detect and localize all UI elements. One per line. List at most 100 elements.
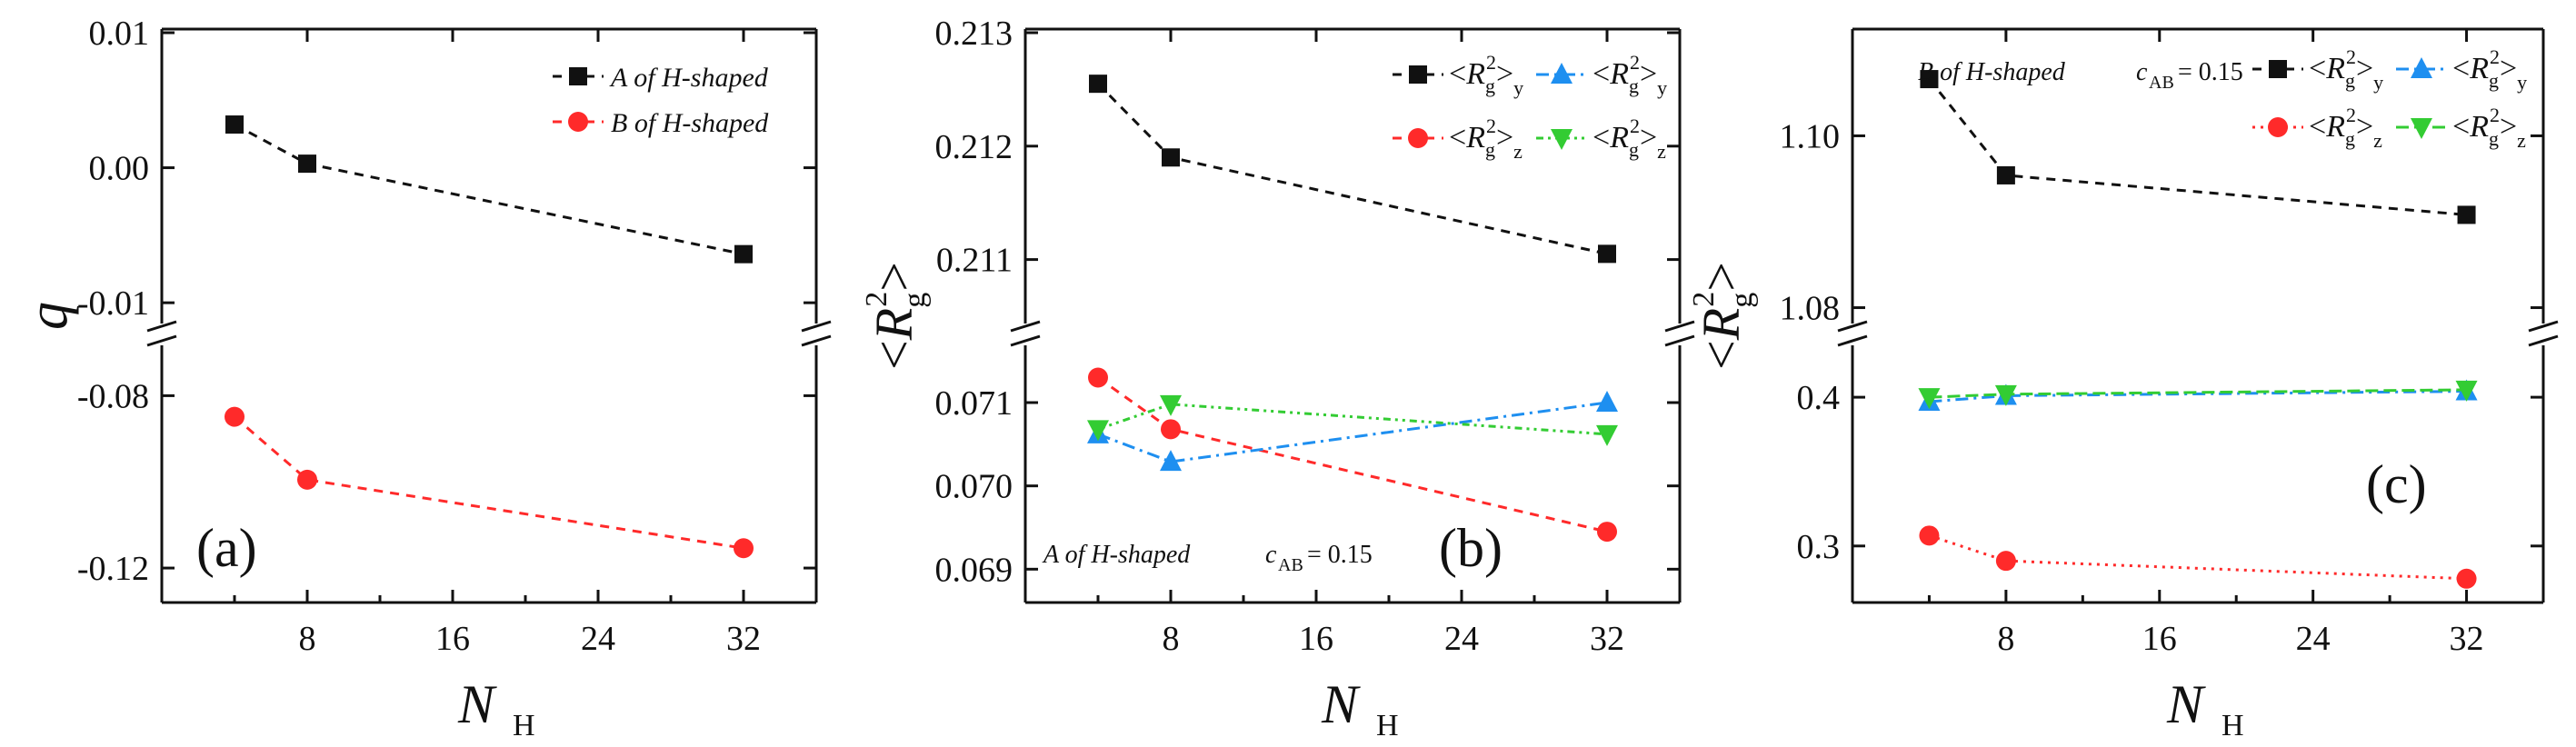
y-tick-label: 0.213 bbox=[935, 15, 1013, 53]
x-tick-label: 8 bbox=[299, 620, 316, 658]
data-point-3 bbox=[1919, 525, 1940, 546]
data-point-2 bbox=[297, 469, 317, 490]
axis-break-mark bbox=[1837, 320, 1868, 333]
axis-break-mark bbox=[1664, 334, 1695, 347]
y-tick-label: 0.212 bbox=[935, 128, 1013, 166]
y-tick-label: -0.12 bbox=[77, 550, 149, 588]
data-point-3 bbox=[1160, 450, 1182, 472]
axis-break-mark bbox=[801, 320, 832, 333]
legend-item-1-marker bbox=[569, 67, 587, 85]
data-point-4 bbox=[2455, 380, 2478, 402]
data-point-1 bbox=[1996, 165, 2015, 184]
y-tick-label: -0.01 bbox=[77, 284, 149, 323]
series-line-1 bbox=[234, 123, 744, 256]
x-tick-label: 24 bbox=[2296, 620, 2331, 658]
legend-item-2-marker bbox=[1551, 63, 1573, 84]
x-tick-label: 32 bbox=[726, 620, 761, 658]
legend-item-1-marker bbox=[1409, 65, 1427, 84]
x-axis-label: N bbox=[2166, 674, 2206, 734]
axis-break-mark bbox=[2528, 320, 2559, 333]
axis-break-mark bbox=[2528, 334, 2559, 347]
annotation-label: B of H-shaped bbox=[1918, 58, 2066, 86]
annotation-param-sub: AB bbox=[1278, 555, 1303, 575]
legend-item-2-marker bbox=[2411, 57, 2432, 78]
axis-break-mark bbox=[146, 334, 177, 347]
axis-break-mark bbox=[146, 320, 177, 333]
data-point-2 bbox=[1088, 367, 1108, 388]
series-line-3 bbox=[1097, 401, 1608, 463]
data-point-1 bbox=[734, 244, 753, 264]
chart-panel-3: 8 16 24 32 1.10 1.08 0.4 0.3 N H <Rg2> (c) bbox=[1687, 27, 2559, 742]
legend-item-3-marker bbox=[2268, 117, 2288, 137]
axis-break-mark bbox=[1010, 334, 1041, 347]
axis-break-mark bbox=[1837, 334, 1868, 347]
x-axis-label: N bbox=[457, 674, 497, 734]
y-tick-label: 0.069 bbox=[935, 551, 1013, 589]
series-line-3 bbox=[1928, 533, 2467, 581]
x-tick-label: 16 bbox=[435, 620, 470, 658]
data-point-1 bbox=[1920, 70, 1939, 89]
y-tick-label: 1.10 bbox=[1780, 117, 1841, 155]
annotation-value: = 0.15 bbox=[1307, 541, 1373, 569]
data-point-2 bbox=[1161, 419, 1181, 440]
data-point-3 bbox=[1995, 551, 2016, 572]
x-tick-label: 8 bbox=[1997, 620, 2014, 658]
y-tick-label: 0.211 bbox=[936, 242, 1013, 280]
legend-b: <Rg2>y <Rg2>y <Rg2>z <Rg2>z A of H-shaped c AB… bbox=[1042, 51, 1667, 575]
y-tick-label: 1.08 bbox=[1780, 290, 1841, 328]
annotation-value: = 0.15 bbox=[2178, 58, 2243, 86]
chart-panel-1: 8 16 24 32 0.01 0.00 -0.01 -0.08 -0.12 N Hq (a) bbox=[17, 15, 832, 742]
data-point-3 bbox=[1596, 391, 1618, 412]
chart-panel-2: 8 16 24 32 0.213 0.212 0.211 0.071 0.070 0.069 N H <… bbox=[860, 15, 1695, 742]
data-point-4 bbox=[1160, 394, 1182, 416]
data-point-4 bbox=[1596, 424, 1618, 446]
legend-label: <Rg2>z bbox=[1593, 115, 1666, 163]
legend-item-4-marker bbox=[1551, 129, 1573, 150]
annotation-param: c bbox=[2136, 58, 2148, 86]
y-tick-label: 0.070 bbox=[935, 468, 1013, 506]
x-axis-label-sub: H bbox=[513, 709, 535, 742]
data-point-4 bbox=[1994, 384, 2017, 406]
x-tick-label: 32 bbox=[2450, 620, 2484, 658]
x-tick-label: 24 bbox=[581, 620, 615, 658]
y-tick-label: 0.4 bbox=[1797, 379, 1841, 417]
legend-label: <Rg2>y bbox=[2309, 45, 2383, 94]
legend-c: B of H-shaped c AB = 0.15 <Rg2>y <Rg2>y <Rg2>… bbox=[1918, 45, 2527, 152]
panel-label: (a) bbox=[196, 518, 257, 578]
legend-label: <Rg2>y bbox=[2452, 45, 2527, 94]
panel-label: (c) bbox=[2366, 454, 2427, 514]
legend-item-4-marker bbox=[2411, 118, 2432, 139]
y-tick-label: 0.00 bbox=[89, 150, 150, 188]
legend-label: <Rg2>y bbox=[1449, 51, 1523, 99]
annotation-param-sub: AB bbox=[2149, 73, 2174, 93]
y-axis-label: q bbox=[17, 302, 79, 330]
x-axis-label-sub: H bbox=[1376, 709, 1399, 742]
y-axis-label: <Rg2> bbox=[1687, 262, 1759, 370]
x-tick-label: 16 bbox=[1299, 620, 1333, 658]
x-tick-label: 8 bbox=[1163, 620, 1180, 658]
x-tick-label: 24 bbox=[1444, 620, 1479, 658]
y-tick-label: 0.01 bbox=[89, 15, 150, 53]
axis-break-mark bbox=[1664, 320, 1695, 333]
y-axis-label: <Rg2> bbox=[860, 262, 932, 370]
series-line-1 bbox=[1096, 83, 1608, 255]
data-point-1 bbox=[1598, 244, 1616, 264]
y-tick-label: -0.08 bbox=[77, 377, 149, 415]
y-tick-label: 0.071 bbox=[935, 384, 1013, 423]
data-point-1 bbox=[2457, 205, 2476, 224]
panel-label: (b) bbox=[1439, 518, 1503, 578]
data-point-4 bbox=[1918, 388, 1941, 410]
axis-break-mark bbox=[801, 334, 832, 347]
legend-item-3-marker bbox=[1408, 128, 1428, 148]
x-tick-label: 32 bbox=[1590, 620, 1624, 658]
data-point-2 bbox=[1597, 522, 1617, 543]
data-point-4 bbox=[1087, 420, 1109, 442]
series-line-1 bbox=[1928, 78, 2467, 216]
legend-label: <Rg2>z bbox=[2309, 104, 2382, 152]
x-axis-label: N bbox=[1321, 674, 1361, 734]
legend-label: <Rg2>z bbox=[2452, 104, 2526, 152]
y-tick-label: 0.3 bbox=[1797, 528, 1841, 566]
data-point-3 bbox=[2456, 568, 2477, 589]
data-point-1 bbox=[1089, 75, 1107, 94]
